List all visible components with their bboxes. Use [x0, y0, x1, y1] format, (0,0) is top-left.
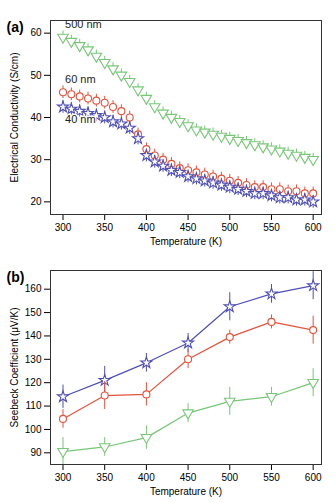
svg-text:450: 450 [180, 472, 197, 483]
svg-text:40 nm: 40 nm [65, 113, 96, 125]
svg-text:300: 300 [55, 472, 72, 483]
svg-text:40: 40 [30, 112, 42, 123]
svg-text:400: 400 [138, 472, 155, 483]
svg-text:350: 350 [96, 222, 113, 233]
svg-text:400: 400 [138, 222, 155, 233]
svg-text:Electrical Conductivity (S/cm): Electrical Conductivity (S/cm) [9, 52, 20, 182]
svg-text:150: 150 [25, 307, 42, 318]
svg-text:500: 500 [221, 472, 238, 483]
svg-text:600: 600 [305, 222, 322, 233]
svg-text:110: 110 [26, 400, 42, 411]
svg-text:100: 100 [25, 424, 42, 435]
svg-text:120: 120 [25, 377, 42, 388]
svg-text:550: 550 [263, 222, 280, 233]
svg-text:300: 300 [55, 222, 72, 233]
svg-text:Temperature (K): Temperature (K) [150, 236, 222, 247]
svg-text:20: 20 [30, 196, 42, 207]
svg-text:350: 350 [96, 472, 113, 483]
svg-text:130: 130 [25, 354, 42, 365]
svg-text:50: 50 [30, 70, 42, 81]
svg-text:(b): (b) [7, 269, 25, 285]
svg-text:Temperature (K): Temperature (K) [150, 486, 222, 497]
svg-text:450: 450 [180, 222, 197, 233]
svg-text:500 nm: 500 nm [65, 18, 102, 30]
svg-text:60: 60 [30, 27, 42, 38]
svg-text:Seebeck Coefficient (μV/K): Seebeck Coefficient (μV/K) [9, 307, 20, 427]
svg-text:600: 600 [305, 472, 322, 483]
svg-text:(a): (a) [7, 19, 24, 35]
svg-text:160: 160 [25, 283, 42, 294]
svg-text:550: 550 [263, 472, 280, 483]
svg-text:30: 30 [30, 154, 42, 165]
svg-text:60 nm: 60 nm [65, 73, 96, 85]
svg-text:90: 90 [30, 447, 42, 458]
svg-text:140: 140 [25, 330, 42, 341]
svg-text:500: 500 [221, 222, 238, 233]
